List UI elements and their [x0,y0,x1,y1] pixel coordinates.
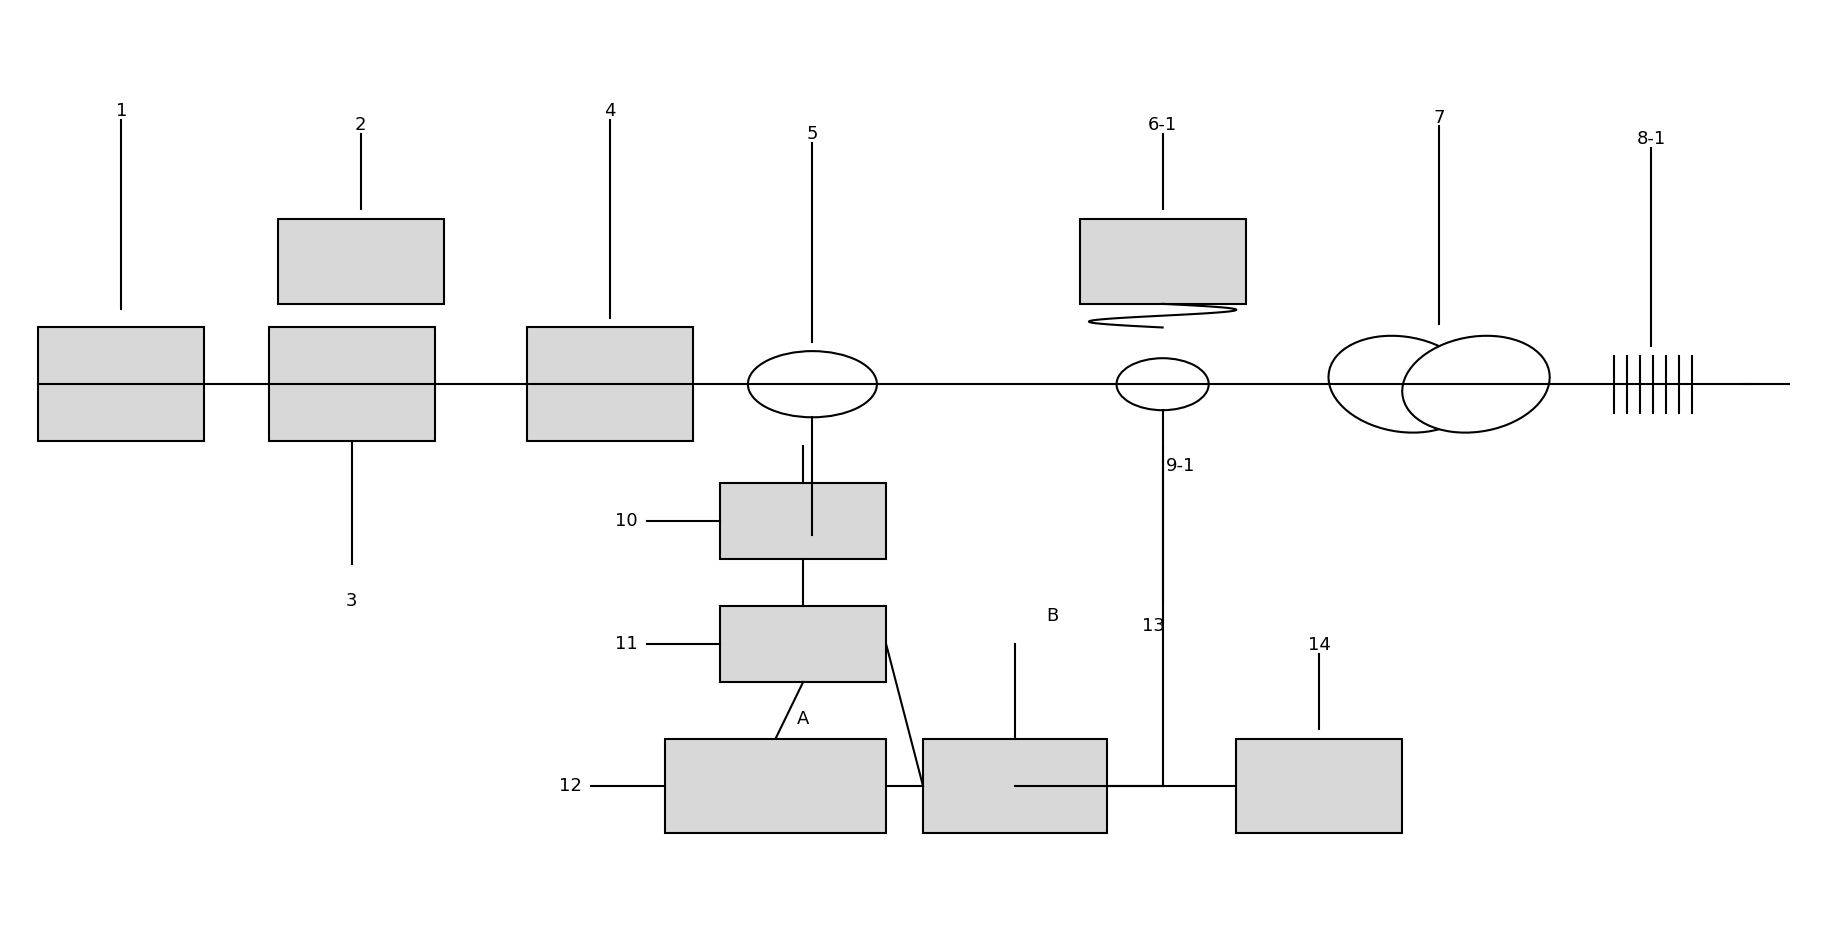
FancyBboxPatch shape [923,738,1108,833]
Ellipse shape [1329,336,1477,432]
Text: 10: 10 [615,512,637,530]
Text: 8-1: 8-1 [1636,130,1665,148]
FancyBboxPatch shape [39,327,205,441]
FancyBboxPatch shape [279,219,443,304]
Text: 14: 14 [1307,635,1331,653]
FancyBboxPatch shape [720,607,886,682]
Text: A: A [797,710,809,728]
FancyBboxPatch shape [665,738,886,833]
Text: 12: 12 [559,777,581,795]
Text: 5: 5 [807,125,818,143]
Text: 11: 11 [615,635,637,653]
FancyBboxPatch shape [1237,738,1403,833]
Text: 1: 1 [116,101,127,119]
Text: 6-1: 6-1 [1148,116,1178,134]
FancyBboxPatch shape [526,327,692,441]
Text: 7: 7 [1432,109,1445,127]
Text: 9-1: 9-1 [1167,458,1196,476]
Ellipse shape [1403,336,1549,432]
Ellipse shape [1117,358,1209,410]
Text: 3: 3 [345,592,358,611]
FancyBboxPatch shape [270,327,434,441]
FancyBboxPatch shape [720,483,886,559]
Text: 2: 2 [354,116,367,134]
Text: 13: 13 [1143,617,1165,635]
FancyBboxPatch shape [1080,219,1246,304]
Text: 4: 4 [604,101,615,119]
Text: B: B [1047,608,1058,626]
Circle shape [748,351,877,417]
